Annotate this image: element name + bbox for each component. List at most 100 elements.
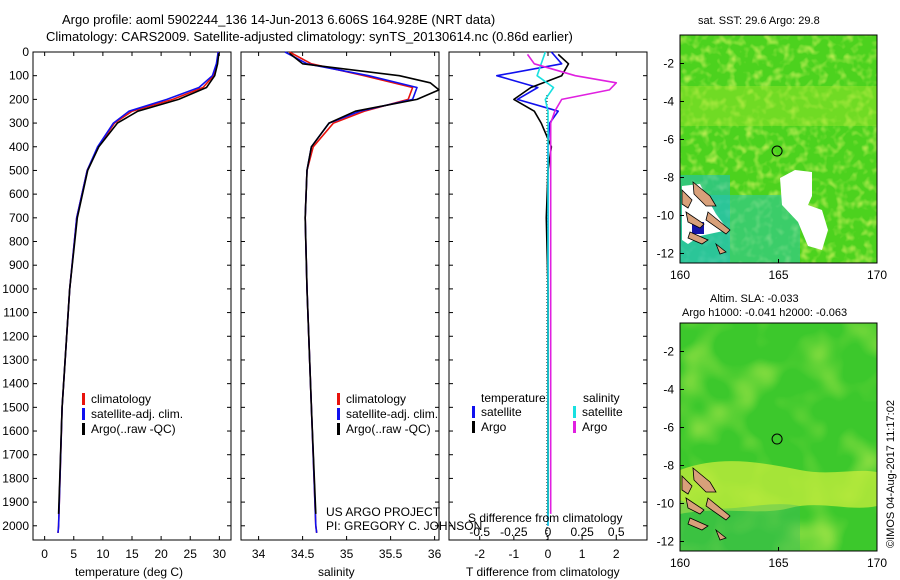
temperature-series: [57, 51, 220, 533]
x-tick-label: 20: [154, 547, 168, 561]
s-difference-xlabel: S difference from climatology: [468, 511, 623, 525]
lat-tick-label: -6: [663, 133, 674, 147]
x-tick-label: -1: [509, 547, 520, 561]
x-tick-label: 1: [579, 547, 586, 561]
lat-tick-label: -10: [657, 497, 675, 511]
x-tick-label: 36: [428, 547, 442, 561]
x-tick-label: 35.5: [379, 547, 403, 561]
depth-tick-label: 200: [9, 92, 29, 106]
island-makira: [715, 242, 727, 255]
sla-map-image: [680, 323, 877, 551]
lon-tick-label: 170: [867, 556, 887, 570]
temperature-axes-frame: [32, 51, 232, 541]
x-tick-label: 10: [96, 547, 110, 561]
sla-texture: [680, 323, 877, 551]
figure-title-line2: Climatology: CARS2009. Satellite-adjuste…: [46, 29, 573, 44]
legend-label-t-argo: Argo: [481, 420, 507, 434]
depth-tick-label: 700: [9, 211, 29, 225]
x-tick-label: 30: [213, 547, 227, 561]
depth-tick-label: 400: [9, 140, 29, 154]
sla-high-band: [680, 461, 877, 514]
x-tick-label: 0: [41, 547, 48, 561]
island-guadalcanal: [687, 231, 709, 245]
legend-label-climatology: climatology: [91, 392, 151, 406]
s-tick-label: 0.25: [570, 525, 594, 539]
legend-label-argo: Argo(..raw -QC): [346, 422, 431, 436]
legend-label-satellite: satellite-adj. clim.: [91, 407, 183, 421]
sst-map-title: sat. SST: 29.6 Argo: 29.8: [698, 15, 820, 27]
temperature-x-axis: 0 5 10 15 20 25 30: [41, 52, 226, 561]
lat-tick-label: -4: [663, 383, 674, 397]
argo-float-location-marker: [771, 145, 783, 157]
project-label: US ARGO PROJECT: [326, 505, 441, 519]
salinity-x-axis: 34 34.5 35 35.5 36: [252, 52, 442, 561]
legend-header-temperature: temperature: [481, 391, 546, 405]
depth-tick-label: 1100: [3, 306, 29, 320]
island-malaita: [705, 497, 731, 521]
depth-tick-label: 500: [9, 163, 29, 177]
depth-tick-label: 1000: [2, 282, 29, 296]
lon-tick-label: 165: [768, 268, 788, 282]
depth-tick-label: 1800: [2, 471, 29, 485]
legend-label-t-satellite: satellite: [481, 405, 522, 419]
salinity-panel: 34 34.5 35 35.5 36 salinity climatology sate…: [240, 51, 482, 579]
sst-map-image: [680, 35, 877, 263]
legend-swatch-satellite: [337, 408, 340, 420]
x-tick-label: 34.5: [291, 547, 315, 561]
lat-tick-label: -2: [663, 345, 674, 359]
island-santa-isabel: [685, 497, 705, 515]
sst-map-panel: sat. SST: 29.6 Argo: 29.8 160 165 170 -2 -4 -…: [657, 15, 888, 282]
depth-tick-label: 600: [9, 187, 29, 201]
salinity-legend: climatology satellite-adj. clim. Argo(..…: [337, 392, 438, 436]
legend-label-argo: Argo(..raw -QC): [91, 422, 176, 436]
figure-title-line1: Argo profile: aoml 5902244_136 14-Jun-20…: [62, 12, 496, 27]
lat-tick-label: -8: [663, 171, 674, 185]
lon-tick-label: 165: [768, 556, 788, 570]
legend-label-satellite: satellite-adj. clim.: [346, 407, 438, 421]
lat-tick-label: -12: [657, 247, 675, 261]
sst-warm-band: [680, 86, 877, 126]
series-line-salinity-argo: [526, 53, 618, 514]
depth-tick-label: 300: [9, 116, 29, 130]
sla-map-title: Altim. SLA: -0.033: [710, 293, 799, 305]
s-tick-label: -0.25: [500, 525, 528, 539]
depth-tick-label: 800: [9, 235, 29, 249]
depth-tick-label: 100: [9, 69, 29, 83]
sst-map-axes: 160 165 170 -2 -4 -6 -8 -10 -12: [657, 57, 888, 283]
series-line-satellite-adj-clim-: [284, 51, 418, 534]
legend-label-climatology: climatology: [346, 392, 406, 406]
difference-panel: -2 -1 0 1 2 -0.5 -0.25 0 0.25 0.5 S difference fr…: [448, 51, 648, 579]
lat-tick-label: -10: [657, 209, 675, 223]
s-tick-label: 0.5: [608, 525, 625, 539]
lon-tick-label: 170: [867, 268, 887, 282]
island-malaita: [705, 211, 731, 235]
pi-label: PI: GREGORY C. JOHNSON: [326, 519, 482, 533]
x-tick-label: 35: [340, 547, 354, 561]
difference-x-axis: -2 -1 0 1 2 -0.5 -0.25 0 0.25 0.5: [469, 52, 625, 561]
series-line-satellite-adj-clim-: [57, 51, 219, 533]
sla-map-axes: 160 165 170 -2 -4 -6 -8 -10 -12: [657, 345, 888, 571]
lon-tick-label: 160: [670, 556, 690, 570]
temperature-panel: 0100200300400500600700800900100011001200…: [2, 45, 232, 579]
depth-tick-label: 2000: [2, 519, 29, 533]
salinity-axes-frame: [240, 51, 440, 541]
legend-swatch-s-argo: [573, 421, 576, 433]
series-line-argo-raw-qc-: [288, 52, 440, 514]
lat-tick-label: -12: [657, 535, 675, 549]
depth-tick-label: 1600: [2, 424, 29, 438]
series-line-temperature-argo: [513, 53, 570, 514]
depth-tick-label: 900: [9, 258, 29, 272]
depth-axis: 0 100 200 300 400 500 600 700 800 900 1000 1100 1200…: [2, 45, 231, 533]
temperature-xlabel: temperature (deg C): [75, 565, 183, 579]
legend-swatch-s-satellite: [573, 406, 576, 418]
legend-swatch-climatology: [82, 393, 85, 405]
legend-swatch-climatology: [337, 393, 340, 405]
legend-swatch-t-satellite: [472, 406, 475, 418]
series-line-argo-raw-qc-: [57, 53, 220, 514]
lat-tick-label: -4: [663, 95, 674, 109]
argo-float-location-marker: [771, 433, 783, 445]
sla-low-region: [680, 500, 800, 551]
lon-tick-label: 160: [670, 268, 690, 282]
series-line-climatology: [57, 51, 219, 533]
